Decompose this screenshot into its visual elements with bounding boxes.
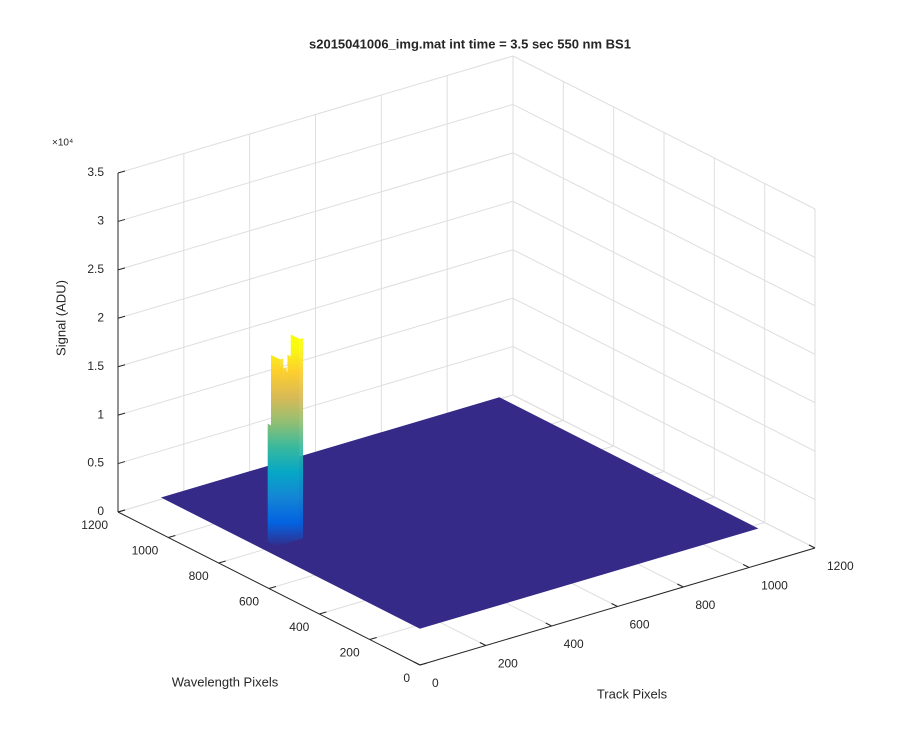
x-tick-label: 200	[498, 657, 518, 671]
x-tick-label: 600	[630, 618, 650, 632]
peak-column-front	[299, 338, 304, 540]
grid-line	[512, 200, 816, 355]
x-tick-label: 800	[695, 598, 715, 612]
grid-line	[512, 346, 816, 501]
x-tick-label: 1000	[761, 579, 788, 593]
x-tick	[479, 642, 487, 646]
peak-column-front	[289, 379, 294, 543]
y-tick-label: 600	[239, 595, 259, 609]
y-tick-label: 1000	[132, 544, 159, 558]
grid-line	[117, 152, 514, 271]
grid-line	[117, 346, 514, 465]
z-tick-label: 3.5	[87, 165, 104, 179]
y-axis-label: Wavelength Pixels	[172, 674, 279, 689]
peak-column-front	[296, 358, 300, 541]
grid-line	[117, 249, 514, 368]
peak-column-front	[286, 385, 290, 544]
x-axis-label: Track Pixels	[597, 686, 668, 701]
z-tick	[117, 315, 126, 319]
x-tick	[808, 544, 816, 549]
grid-line	[512, 55, 816, 210]
chart-title: s2015041006_img.mat int time = 3.5 sec 5…	[309, 36, 631, 51]
y-tick	[218, 560, 226, 564]
z-tick	[117, 218, 126, 222]
z-tick-label: 0	[97, 504, 104, 518]
peak-column-front	[293, 373, 297, 542]
grid-line	[512, 297, 816, 452]
x-tick	[413, 661, 421, 666]
y-tick-label: 200	[340, 646, 360, 660]
x-tick	[677, 583, 684, 588]
z-multiplier: ×10⁴	[52, 138, 73, 149]
y-tick-label: 1200	[81, 518, 108, 532]
y-tick	[117, 509, 126, 513]
grid-line	[117, 297, 514, 416]
z-tick	[117, 461, 126, 465]
grid-line	[117, 55, 514, 174]
grid-line	[512, 394, 816, 549]
y-tick	[369, 637, 377, 640]
z-tick	[117, 412, 126, 416]
z-tick	[117, 267, 126, 271]
z-tick	[117, 364, 126, 368]
z-tick-label: 0.5	[87, 456, 104, 470]
z-tick-label: 2.5	[87, 262, 104, 276]
z-tick-label: 1.5	[87, 359, 104, 373]
z-tick-label: 2	[97, 310, 104, 324]
peak-column-front	[283, 367, 287, 545]
y-tick	[168, 535, 176, 538]
surface-floor	[160, 397, 759, 629]
y-tick	[268, 586, 277, 589]
grid-line	[117, 200, 514, 319]
y-tick	[319, 611, 327, 615]
y-tick-label: 800	[189, 569, 209, 583]
x-tick-label: 0	[432, 676, 439, 690]
peak-column-side	[267, 423, 277, 547]
y-tick-label: 400	[289, 620, 309, 634]
peak-column-front	[276, 427, 281, 547]
z-tick	[117, 170, 126, 174]
x-tick	[545, 622, 552, 627]
x-tick-label: 1200	[827, 559, 854, 573]
grid-line	[512, 249, 816, 404]
grid-line	[512, 103, 816, 258]
y-tick-label: 0	[403, 671, 410, 685]
z-tick-label: 1	[97, 407, 104, 421]
x-tick	[742, 564, 750, 568]
grid-line	[117, 103, 514, 222]
x-tick	[611, 603, 618, 607]
z-tick-label: 3	[97, 214, 104, 228]
z-axis-label: Signal (ADU)	[53, 280, 68, 356]
x-tick-label: 400	[564, 637, 584, 651]
grid-line	[512, 152, 816, 307]
peak-column-front	[280, 358, 284, 546]
y-tick	[419, 662, 428, 666]
